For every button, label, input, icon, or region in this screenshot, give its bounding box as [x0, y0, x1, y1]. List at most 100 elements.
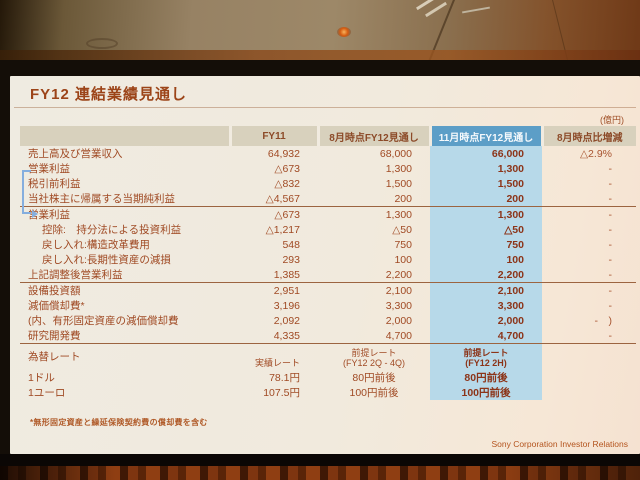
- table-row: 設備投資額 2,951 2,100 2,100 -: [20, 282, 636, 298]
- table-header: FY11 8月時点FY12見通し 11月時点FY12見通し 8月時点比増減: [20, 126, 636, 146]
- column-header: FY11: [228, 126, 318, 146]
- cell-value: △50: [430, 222, 542, 237]
- ceiling-downlight: [337, 27, 351, 37]
- cell-value: -: [608, 223, 613, 236]
- cell-value: 3,300: [430, 298, 542, 313]
- cell-value: 3,196: [273, 299, 300, 312]
- cell-value: △673: [274, 208, 300, 221]
- cell-label: 売上高及び営業収入: [28, 148, 123, 160]
- cell-value: 1,500: [385, 177, 412, 190]
- table-row: 営業利益 △673 1,300 1,300 -: [20, 161, 636, 176]
- cell-value: 548: [282, 238, 300, 251]
- cell-value: -: [608, 162, 613, 175]
- cell-label: 1ユーロ: [28, 386, 66, 399]
- cell-value: 2,092: [273, 314, 300, 327]
- cell-value: 750: [394, 238, 412, 251]
- cell-value: 66,000: [430, 146, 542, 161]
- ceiling-light: [86, 38, 118, 49]
- cell-value: -: [542, 191, 636, 207]
- cell-label: 減価償却費*: [28, 300, 85, 312]
- sony-ir-footer: Sony Corporation Investor Relations: [491, 439, 628, 449]
- cell-value: 100: [394, 253, 412, 266]
- table-row: 売上高及び営業収入 64,932 68,000 66,000 △2.9%: [20, 146, 636, 161]
- table-row: 減価償却費* 3,196 3,300 3,300 -: [20, 298, 636, 313]
- cell-value: 2,200: [318, 267, 430, 283]
- wood-panel-wall: [0, 466, 640, 480]
- table-row: 戻し入れ:長期性資産の減損 293 100 100 -: [20, 252, 636, 267]
- header-row: FY11 8月時点FY12見通し 11月時点FY12見通し 8月時点比増減: [20, 126, 636, 146]
- cell-value: 750: [430, 237, 542, 252]
- cell-value: 1,300: [385, 162, 412, 175]
- cell-value: 2,100: [430, 282, 542, 298]
- cell-value: -: [608, 284, 613, 297]
- cell-value: -: [608, 177, 613, 190]
- cell-value: 200: [318, 191, 430, 207]
- cell-value: -: [608, 208, 613, 221]
- cell-label: 営業利益: [28, 209, 70, 221]
- table-row: 戻し入れ:構造改革費用 548 750 750 -: [20, 237, 636, 252]
- table-row: 営業利益 △673 1,300 1,300 -: [20, 206, 636, 222]
- operating-income-bracket-arrow: [22, 170, 38, 218]
- cell-value: 3,300: [385, 299, 412, 312]
- cell-value: -: [542, 328, 636, 344]
- cell-value: [542, 385, 636, 400]
- forecast-table: FY11 8月時点FY12見通し 11月時点FY12見通し 8月時点比増減 売上高及び…: [20, 126, 636, 400]
- cell-label: (内、有形固定資産の減価償却費: [28, 315, 179, 327]
- cell-value: 68,000: [379, 147, 412, 160]
- cell-value: [542, 370, 636, 385]
- cell-value: 1,300: [430, 161, 542, 176]
- ceiling-vent: [462, 6, 490, 14]
- table-row: 上記調整後営業利益 1,385 2,200 2,200-: [20, 267, 636, 283]
- column-header: 11月時点FY12見通し: [428, 126, 542, 146]
- cell-value: 100円前後: [349, 386, 399, 399]
- cell-label: 研究開発費: [20, 328, 230, 344]
- cell-label: 戻し入れ:長期性資産の減損: [42, 254, 171, 266]
- cell-value: 200: [430, 191, 542, 207]
- cell-value: 78.1円: [269, 371, 300, 384]
- footnote: *無形固定資産と繰延保険契約費の償却費を含む: [30, 418, 208, 427]
- cell-value: 1,385: [230, 267, 318, 283]
- table-row: 税引前利益 △832 1,500 1,500 -: [20, 176, 636, 191]
- cell-label: 設備投資額: [28, 285, 81, 297]
- cell-label: 税引前利益: [28, 178, 81, 190]
- screen-bottom-edge: [0, 454, 640, 466]
- cell-value: △832: [274, 177, 300, 190]
- cell-value: 2,000: [430, 313, 542, 328]
- cell-value: 1,500: [430, 176, 542, 191]
- slide-title: FY12 連結業績見通し: [30, 86, 188, 103]
- cell-label: 為替レート: [28, 351, 81, 364]
- table-row: 控除: 持分法による投資利益 △1,217 △50 △50 -: [20, 222, 636, 237]
- cell-label: 営業利益: [28, 163, 70, 175]
- table-row: 当社株主に帰属する当期純利益 △4,567 200 200-: [20, 191, 636, 207]
- cell-value: 実績レート: [254, 358, 300, 369]
- cell-value: 4,700: [430, 328, 542, 344]
- cell-label: 控除: 持分法による投資利益: [42, 224, 182, 236]
- cell-value: 107.5円: [263, 386, 300, 399]
- cell-value: 前提レート (FY12 2Q - 4Q): [342, 347, 405, 369]
- table-row: 1ドル 78.1円 80円前後 80円前後: [20, 369, 636, 385]
- cell-value: △1,217: [265, 223, 300, 236]
- table-wrap: FY11 8月時点FY12見通し 11月時点FY12見通し 8月時点比増減 売上高及び…: [20, 126, 636, 400]
- cell-value: △673: [274, 162, 300, 175]
- cell-value: △2.9%: [579, 147, 612, 160]
- cell-value: 64,932: [267, 147, 300, 160]
- cell-value: 1,300: [430, 206, 542, 222]
- cell-value: 1,300: [385, 208, 412, 221]
- cell-value: -: [542, 267, 636, 283]
- cell-value: - ): [594, 315, 613, 327]
- table-row: (内、有形固定資産の減価償却費 2,092 2,000 2,000 - ): [20, 313, 636, 328]
- column-header: 8月時点FY12見通し: [316, 126, 430, 146]
- cell-label: 上記調整後営業利益: [20, 267, 230, 283]
- table-row: 1ユーロ 107.5円 100円前後 100円前後: [20, 384, 636, 400]
- title-rule: [14, 107, 636, 108]
- cell-value: 2,000: [385, 314, 412, 327]
- table-row: 為替レート 実績レート 前提レート (FY12 2Q - 4Q) 前提レート (FY1…: [20, 343, 636, 370]
- cell-label: 戻し入れ:構造改革費用: [42, 239, 150, 251]
- cell-value: 80円前後: [352, 371, 396, 384]
- column-header: 8月時点比増減: [540, 126, 636, 146]
- cell-value: 4,335: [230, 328, 318, 344]
- ceiling: [0, 0, 640, 62]
- cell-value: △50: [392, 223, 412, 236]
- cell-value: 100: [430, 252, 542, 267]
